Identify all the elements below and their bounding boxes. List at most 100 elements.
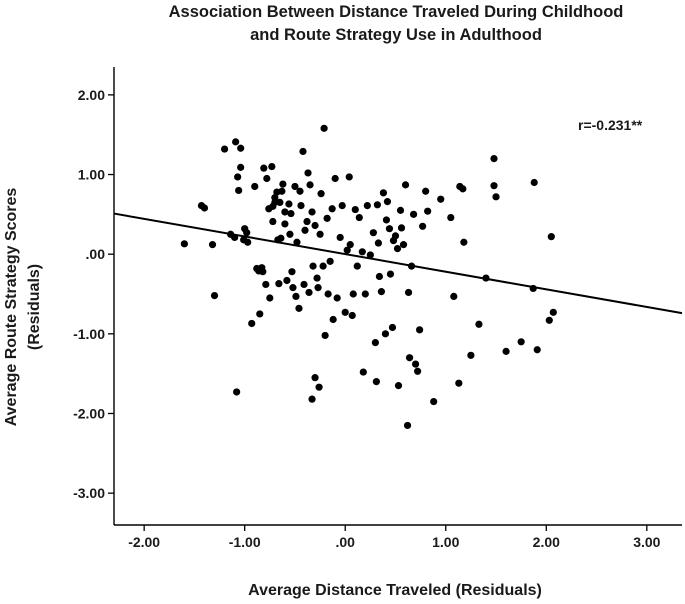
data-point [482,274,490,282]
data-point [459,185,467,193]
data-point [237,163,245,171]
data-point [293,238,301,246]
data-point [235,186,243,195]
data-point [424,207,432,215]
data-point [359,368,367,376]
data-point [292,292,300,300]
data-point [260,164,268,172]
data-point [353,262,361,270]
data-point [379,189,388,197]
data-point [262,280,270,289]
y-axis-label-line-2: (Residuals) [26,264,43,350]
data-point [289,284,297,292]
regression-line [113,212,683,315]
data-point [492,193,500,201]
data-point [324,290,332,298]
data-point [296,187,304,195]
data-point [309,262,317,270]
data-point [407,262,416,270]
data-point [366,251,374,259]
data-point [467,351,475,359]
data-point [490,155,498,163]
correlation-annotation: r=-0.231** [578,117,643,133]
data-point [304,169,312,177]
data-point [271,198,279,207]
data-point [295,304,303,312]
data-point [313,274,321,282]
data-point [323,214,331,222]
data-point [291,182,299,191]
data-point [210,292,219,300]
data-point [320,124,328,132]
data-point [283,276,291,285]
data-point [547,233,555,241]
data-point [533,346,541,354]
data-point [237,144,245,152]
data-point [287,209,295,218]
data-points [180,124,557,430]
data-point [346,241,354,249]
data-point [372,378,380,386]
data-point [233,388,241,396]
data-point [355,213,363,222]
y-axis-label-line-1: Average Route Strategy Scores [3,188,20,427]
x-tick-label: -2.00 [128,534,160,550]
data-point [530,178,538,187]
data-point [460,238,468,246]
data-point [268,162,276,171]
data-point [279,180,287,188]
data-point [414,367,422,375]
data-point [231,233,239,242]
data-point [475,320,483,328]
data-point [266,294,274,302]
data-point [275,280,283,288]
y-tick-label: 2.00 [78,87,105,103]
data-point [386,270,395,278]
data-point [200,204,209,212]
data-point [338,201,346,210]
data-point [316,230,324,238]
data-point [397,224,406,232]
data-point [220,145,229,153]
data-point [343,246,351,254]
data-point [305,288,313,297]
data-point [232,138,240,146]
data-point [297,201,305,210]
data-point [336,233,344,242]
y-tick-label: -1.00 [73,326,105,342]
data-point [281,208,289,216]
data-point [308,395,316,403]
data-point [385,225,394,233]
data-point [437,195,445,203]
data-point [277,234,285,242]
data-point [394,382,403,390]
data-point [419,222,427,230]
data-point [331,174,339,183]
data-point [404,288,413,297]
x-tick-label: 2.00 [533,534,560,550]
data-point [300,280,308,289]
data-point [317,190,325,198]
data-point [382,216,391,224]
data-point [381,330,390,338]
data-point [371,338,379,347]
data-point [422,187,430,195]
data-point [278,187,286,195]
data-point [403,421,412,430]
data-point [358,248,366,256]
data-point [374,239,382,247]
data-point [326,257,334,265]
data-point [234,173,242,181]
data-point [345,173,353,181]
y-tick-label: .00 [86,246,106,262]
data-point [363,201,371,210]
data-point [447,213,455,222]
data-point [430,397,438,406]
y-tick-label: 1.00 [78,167,105,183]
y-axis-ticks: 2.00 1.00 .00 -1.00 -2.00 -3.00 [73,87,114,501]
data-point [393,245,402,253]
x-tick-label: 3.00 [633,534,660,550]
x-tick-label: .00 [335,534,355,550]
data-point [341,308,349,316]
data-point [545,316,553,324]
